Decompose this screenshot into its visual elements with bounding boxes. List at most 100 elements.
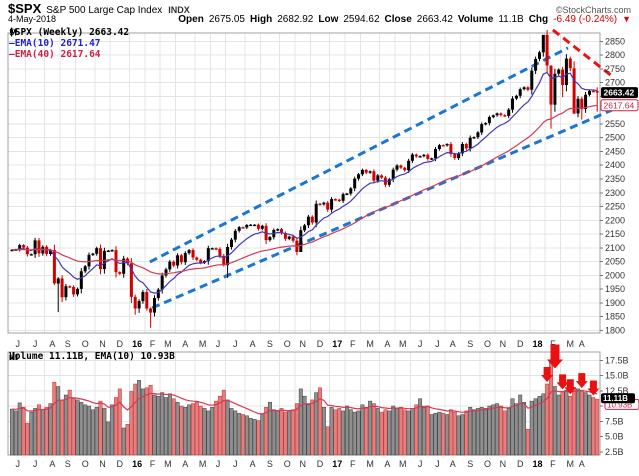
candle [445, 144, 449, 146]
price-legend-ema40[interactable]: —EMA(40) 2617.64 [9, 49, 101, 60]
volume-bar [387, 410, 392, 456]
month-axis-label: M [199, 459, 207, 469]
volume-bar [90, 409, 95, 456]
volume-bar [391, 405, 396, 456]
volume-axis-label: 15.0B [605, 371, 629, 381]
candle [153, 298, 156, 313]
volume-bar [422, 406, 426, 456]
candle [376, 175, 380, 181]
month-axis-label: O [484, 339, 491, 349]
price-axis-label: 2200 [605, 215, 625, 225]
candle [110, 250, 114, 252]
volume-bar [371, 403, 376, 456]
volume-bar [256, 420, 261, 456]
candle [576, 98, 580, 114]
volume-bar [117, 388, 122, 456]
price-axis-label: 1900 [605, 298, 625, 308]
volume-bar [13, 410, 18, 456]
month-axis-label: S [467, 339, 473, 349]
candle [214, 248, 218, 250]
candle [480, 124, 484, 133]
volume-bar [414, 404, 419, 456]
candle [341, 194, 345, 201]
volume-bar [214, 400, 219, 456]
candle [588, 90, 591, 95]
volume-bar [506, 408, 511, 456]
volume-bar [533, 398, 538, 456]
candle [260, 225, 264, 229]
month-axis-label: M [567, 339, 575, 349]
chg-dropdown-icon[interactable]: ▼ [622, 14, 631, 24]
candle [553, 73, 557, 105]
month-axis-label: M [567, 459, 575, 469]
volume-bar [194, 402, 199, 456]
price-legend-ema10[interactable]: —EMA(10) 2671.47 [9, 38, 101, 49]
candle [168, 261, 172, 270]
ema-40-line [12, 104, 598, 275]
volume-bar [179, 405, 184, 456]
candle [538, 52, 541, 59]
volume-bar [87, 405, 91, 456]
volume-bar [121, 427, 126, 456]
volume-bar [525, 428, 530, 456]
ohlc-quote-strip: Open 2675.05 High 2682.92 Low 2594.62 Cl… [178, 14, 631, 25]
volume-bar [44, 406, 49, 456]
month-axis-label: N [500, 459, 507, 469]
candle [495, 113, 499, 116]
candle [253, 224, 257, 227]
candle [72, 287, 76, 295]
volume-bar [133, 383, 138, 456]
volume-bar [402, 409, 407, 456]
candle [391, 169, 395, 180]
month-axis-label: F [350, 459, 356, 469]
candle [241, 227, 245, 229]
chart-date: 4-May-2018 [8, 14, 57, 24]
candle [568, 58, 572, 69]
price-legend: $SPX (Weekly) 2663.42 —EMA(10) 2671.47 —… [9, 27, 129, 60]
last-price-box-label: 2663.42 [604, 88, 635, 98]
candle [464, 144, 468, 149]
month-axis-label: M [366, 459, 374, 469]
candle [549, 65, 553, 105]
price-legend-main[interactable]: $SPX (Weekly) 2663.42 [9, 27, 130, 38]
volume-bar [483, 408, 488, 456]
volume-bar [325, 426, 330, 456]
volume-bar [321, 406, 326, 456]
channel-upper-line [149, 46, 569, 264]
month-axis-label: A [49, 339, 55, 349]
month-axis-label: N [99, 339, 106, 349]
year-axis-label: 16 [132, 339, 142, 349]
volume-bar [241, 414, 245, 456]
candle [149, 308, 153, 313]
index-name: S&P 500 Large Cap Index [46, 5, 163, 16]
candle [353, 178, 357, 189]
month-axis-label: A [450, 459, 456, 469]
volume-bar [106, 421, 111, 456]
candle [68, 286, 72, 288]
month-axis-label: A [384, 339, 390, 349]
volume-bar [229, 408, 234, 456]
candle [430, 158, 434, 160]
month-axis-label: N [500, 339, 507, 349]
candle [460, 144, 464, 154]
high-label: High [250, 14, 273, 25]
candle [372, 171, 376, 181]
low-value: 2594.62 [343, 14, 380, 25]
month-axis-label: J [216, 459, 221, 469]
volume-bar [560, 391, 565, 456]
candle [60, 278, 64, 298]
month-axis-label: M [366, 339, 374, 349]
month-axis-label: J [418, 339, 423, 349]
candle [172, 261, 176, 266]
volume-bar [472, 409, 476, 456]
volume-legend: Volume 11.11B, EMA(10) 10.93B [9, 351, 175, 362]
volume-legend-text[interactable]: Volume 11.11B, EMA(10) 10.93B [9, 351, 175, 362]
month-axis-label: N [299, 339, 306, 349]
candle [122, 258, 126, 274]
down-arrow-annotation [547, 344, 563, 369]
month-axis-label: S [267, 459, 273, 469]
candle [345, 193, 349, 195]
volume-bar [79, 402, 84, 456]
volume-bar [67, 389, 72, 456]
candle [314, 203, 318, 223]
